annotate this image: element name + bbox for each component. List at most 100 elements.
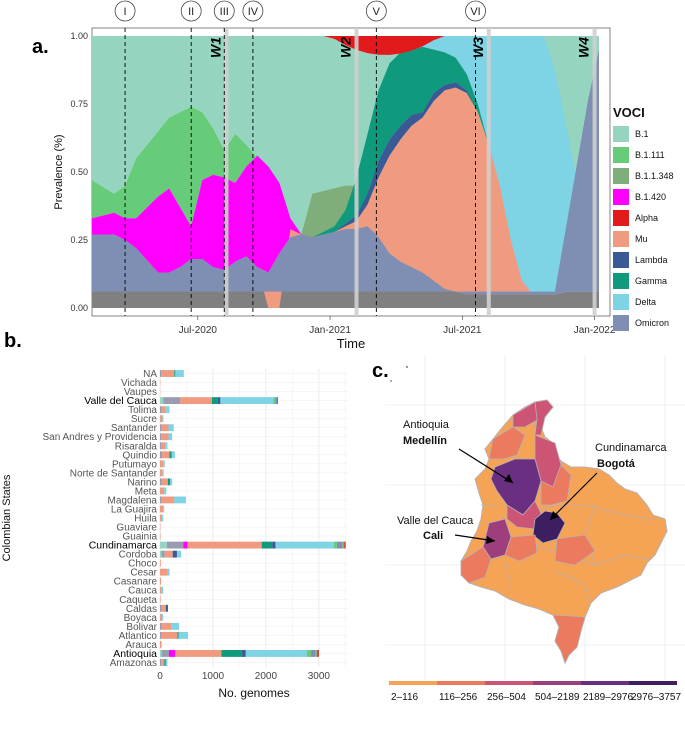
bar-segment bbox=[161, 424, 169, 432]
legend-label: B.1.1.348 bbox=[635, 171, 674, 181]
x-tick-label: 3000 bbox=[308, 671, 331, 682]
bar-segment bbox=[167, 478, 171, 486]
bar-segment bbox=[160, 406, 162, 414]
bar-segment bbox=[161, 622, 172, 630]
bar-segment bbox=[180, 397, 212, 405]
legend-title: VOCI bbox=[613, 105, 645, 120]
wave-band bbox=[354, 28, 359, 316]
area-B.1.1.348 bbox=[92, 106, 599, 295]
bar-segment bbox=[162, 415, 164, 423]
panel-a-label: a. bbox=[32, 36, 49, 58]
map-annotations: Antioquia Medellín Cundinamarca Bogotá V… bbox=[397, 419, 667, 544]
bar-segment bbox=[273, 397, 276, 405]
bar-segment bbox=[183, 541, 188, 549]
bar-segment bbox=[171, 622, 180, 630]
bar-segment bbox=[333, 541, 337, 549]
bar-segment bbox=[220, 397, 274, 405]
wave-label: W4 bbox=[576, 37, 592, 58]
bar-segment bbox=[160, 451, 163, 459]
x-tick-label: Jul-2020 bbox=[179, 325, 218, 336]
event-marker bbox=[465, 0, 486, 22]
area-Mu bbox=[92, 87, 599, 309]
bar-segment bbox=[160, 469, 163, 477]
bar-segment bbox=[164, 487, 167, 495]
bar-segment bbox=[161, 586, 164, 594]
bar-segment bbox=[160, 460, 164, 468]
bar-segment bbox=[160, 478, 162, 486]
bar-segment bbox=[160, 577, 162, 585]
bogota-arrowhead bbox=[550, 511, 559, 520]
legend-swatch bbox=[613, 252, 629, 268]
x-tick-label: Jan-2022 bbox=[574, 325, 616, 336]
bar-segment bbox=[187, 541, 262, 549]
medellin-arrow bbox=[458, 448, 514, 484]
y-tick-label: 0.25 bbox=[70, 235, 88, 245]
legend-item: B.1 bbox=[613, 126, 649, 142]
bar-segment bbox=[306, 650, 311, 657]
bar-segment bbox=[344, 541, 346, 549]
legend-swatch bbox=[613, 294, 629, 310]
legend-item: B.1.420 bbox=[613, 189, 666, 205]
bar-segment bbox=[161, 370, 175, 377]
bogota-label: Bogotá bbox=[597, 458, 636, 470]
category-label: Caqueta bbox=[119, 595, 157, 606]
event-marker bbox=[242, 0, 264, 22]
scale-bar bbox=[533, 681, 581, 685]
area-B.1.420 bbox=[92, 155, 599, 295]
event-marker bbox=[213, 0, 235, 22]
bar-segment bbox=[342, 541, 345, 549]
legend-label: Delta bbox=[635, 297, 657, 307]
bar-segment bbox=[160, 640, 162, 648]
cundinamarca-label: Cundinamarca bbox=[595, 442, 667, 454]
bar-segment bbox=[317, 650, 319, 657]
state-boyaca bbox=[540, 464, 572, 506]
x-tick-label: 2000 bbox=[255, 671, 278, 682]
bar-segment bbox=[275, 397, 278, 405]
category-label: NA bbox=[143, 369, 157, 380]
scale-label: 504–2189 bbox=[535, 692, 580, 703]
y-tick-label: 0.50 bbox=[70, 167, 88, 177]
bar-segment bbox=[161, 406, 166, 414]
bar-segment bbox=[160, 659, 162, 666]
bar-segment bbox=[160, 487, 165, 495]
bar-segment bbox=[160, 532, 161, 540]
category-label: Tolima bbox=[128, 405, 157, 416]
legend-label: Lambda bbox=[635, 255, 668, 265]
category-label: La Guajira bbox=[111, 504, 158, 515]
state-meta bbox=[554, 534, 596, 566]
bar-segment bbox=[165, 659, 168, 666]
legend-swatch bbox=[613, 147, 629, 163]
scale-label: 2–116 bbox=[391, 692, 419, 703]
legend-item: Omicron bbox=[613, 315, 669, 331]
legend-label: B.1.420 bbox=[635, 192, 667, 202]
x-tick-label: Jul-2021 bbox=[443, 325, 482, 336]
category-label: Huila bbox=[134, 514, 157, 525]
bar-segment bbox=[160, 650, 162, 657]
bar-segment bbox=[211, 397, 218, 405]
bar-segment bbox=[168, 433, 173, 441]
bar-segment bbox=[160, 622, 162, 630]
prevalence-area-chart: 0.00 0.25 0.50 0.75 1.00 Jul-2020 Jan-2021 Jul-… bbox=[53, 0, 616, 351]
x-axis-title: Time bbox=[337, 336, 365, 351]
bar-segment bbox=[160, 505, 164, 513]
category-label: Arauca bbox=[125, 640, 157, 651]
legend-swatch bbox=[613, 126, 629, 142]
bar-segment bbox=[165, 442, 168, 450]
category-label: Guainia bbox=[123, 532, 158, 543]
bar-segment bbox=[160, 595, 161, 603]
wave-band bbox=[486, 28, 491, 316]
medellin-arrowhead bbox=[504, 474, 513, 483]
legend-swatch bbox=[613, 210, 629, 226]
bar-segment bbox=[336, 541, 343, 549]
area-Alpha bbox=[92, 36, 599, 55]
antioquia-label: Antioquia bbox=[403, 419, 450, 431]
category-label: Risaralda bbox=[115, 441, 158, 452]
bar-segment bbox=[275, 541, 334, 549]
bar-segment bbox=[161, 496, 175, 504]
bar-segment bbox=[176, 550, 182, 558]
bar-segment bbox=[315, 650, 318, 657]
legend-label: B.1 bbox=[635, 129, 649, 139]
bar-segment bbox=[174, 496, 186, 504]
legend-swatch bbox=[613, 315, 629, 331]
